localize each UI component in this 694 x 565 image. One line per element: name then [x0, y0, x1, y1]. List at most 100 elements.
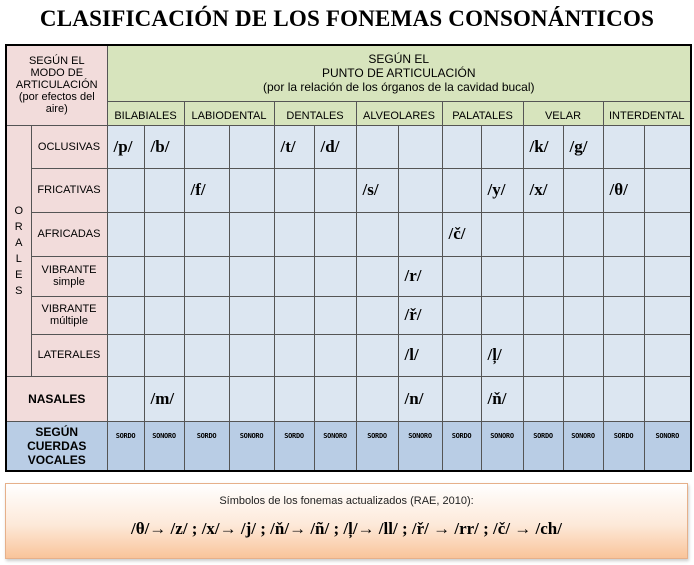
- phoneme-cell: [522, 295, 564, 335]
- place-dentales: DENTALES: [273, 100, 357, 126]
- voicing-cell: SONORO: [643, 420, 692, 472]
- phoneme-cell: [273, 295, 315, 335]
- phoneme-symbol: /d/: [320, 136, 340, 156]
- place-interdental: INTERDENTAL: [602, 100, 692, 126]
- phoneme-cell: [183, 295, 230, 335]
- phoneme-cell: [106, 333, 145, 377]
- phoneme-cell: [522, 375, 564, 422]
- mode-sublabel: simple: [53, 276, 85, 288]
- orales-letter: L: [15, 252, 22, 265]
- phoneme-cell: [106, 167, 145, 213]
- voicing-cell: SONORO: [143, 420, 185, 472]
- phoneme-symbol: /ň/: [487, 388, 507, 408]
- phoneme-cell: [397, 124, 443, 169]
- phoneme-symbol: /p/: [113, 136, 133, 156]
- mode-label-text: LATERALES: [37, 349, 101, 361]
- phoneme-cell: [355, 211, 399, 257]
- phoneme-symbol: /k/: [529, 136, 549, 156]
- phoneme-cell: [643, 295, 692, 335]
- voicing-cell: SONORO: [397, 420, 443, 472]
- voicing-label: SEGÚN CUERDAS VOCALES: [5, 420, 108, 472]
- header-line: MODO DE: [30, 67, 84, 80]
- mode-sublabel: múltiple: [50, 315, 88, 327]
- phoneme-cell: [643, 124, 692, 169]
- mode-label-nasales: NASALES: [5, 375, 108, 422]
- phoneme-cell: [183, 255, 230, 297]
- phoneme-cell: [228, 167, 275, 213]
- phoneme-cell: [228, 124, 275, 169]
- mode-label: VIBRANTE múltiple: [30, 295, 108, 335]
- phoneme-cell: [313, 333, 357, 377]
- orales-letter: E: [15, 268, 23, 281]
- footer-mappings: /θ/→ /z/ ; /x/→ /j/ ; /ň/→ /ñ/ ; /ļ/→ /l…: [130, 519, 562, 538]
- header-line: SEGÚN EL: [28, 55, 85, 68]
- phoneme-symbol: /y/: [487, 180, 506, 199]
- place-labiodental: LABIODENTAL: [183, 100, 275, 126]
- voicing-label-line: VOCALES: [27, 452, 86, 467]
- voicing-cell: SORDO: [441, 420, 482, 472]
- phoneme-cell: /ļ/: [480, 333, 524, 377]
- phoneme-cell: /m/: [143, 375, 185, 422]
- phoneme-cell: [397, 211, 443, 257]
- phoneme-cell: [522, 333, 564, 377]
- voicing-cell: SONORO: [313, 420, 357, 472]
- place-alveolares: ALVEOLARES: [355, 100, 443, 126]
- phoneme-cell: /θ/: [602, 167, 645, 213]
- orales-letter: O: [14, 204, 24, 217]
- phoneme-cell: [643, 255, 692, 297]
- footer-note: Símbolos de los fonemas actualizados (RA…: [5, 483, 688, 559]
- table-row: NASALES/m/ /n/ /ň/: [5, 375, 692, 422]
- mode-label: VIBRANTE simple: [30, 255, 108, 297]
- mode-label-text: VIBRANTE: [41, 303, 97, 315]
- phoneme-cell: [441, 167, 482, 213]
- phoneme-cell: [562, 167, 604, 213]
- phoneme-cell: [643, 333, 692, 377]
- phoneme-symbol: /b/: [150, 136, 170, 156]
- phoneme-cell: [106, 375, 145, 422]
- voicing-cell: SORDO: [355, 420, 399, 472]
- header-line: PUNTO DE ARTICULACIÓN: [321, 66, 476, 81]
- table-row: FRICATIVAS/f/ /s/ /y/ /x/ /θ/: [6, 167, 692, 213]
- phoneme-cell: [355, 124, 399, 169]
- phoneme-cell: [602, 295, 645, 335]
- phoneme-symbol: /f/: [190, 180, 206, 199]
- header-line: (por la relación de los órganos de la ca…: [263, 80, 535, 95]
- phoneme-cell: /p/: [106, 124, 145, 169]
- phoneme-cell: [480, 255, 524, 297]
- phoneme-cell: [143, 211, 185, 257]
- phoneme-cell: [313, 211, 357, 257]
- phoneme-cell: [441, 255, 482, 297]
- phoneme-cell: [562, 211, 604, 257]
- voicing-row: SEGÚN CUERDAS VOCALES SORDO SONORO SORDO SONOR…: [5, 420, 692, 472]
- voicing-cell: SONORO: [480, 420, 524, 472]
- place-velar: VELAR: [522, 100, 604, 126]
- phoneme-cell: /f/: [183, 167, 230, 213]
- phoneme-symbol: /n/: [404, 388, 424, 408]
- phoneme-symbol: /č/: [448, 224, 466, 243]
- phoneme-cell: /k/: [522, 124, 564, 169]
- phoneme-symbol: /l/: [404, 345, 419, 364]
- phoneme-symbol: /g/: [569, 136, 588, 156]
- phoneme-cell: [313, 255, 357, 297]
- phoneme-symbol: /r/: [404, 266, 422, 285]
- phoneme-cell: [106, 295, 145, 335]
- phoneme-symbol: /s/: [362, 180, 379, 199]
- mode-label-text: VIBRANTE: [41, 264, 97, 276]
- header-line: ARTICULACIÓN: [15, 79, 98, 92]
- table-row: LATERALES/l/ /ļ/: [6, 333, 692, 377]
- table-row: O R A L E S OCLUSIVAS/p/ /b/ /t/ /d/ /k/ /g/: [5, 124, 692, 377]
- voicing-cell: SORDO: [273, 420, 315, 472]
- phoneme-cell: /y/: [480, 167, 524, 213]
- phoneme-cell: [273, 333, 315, 377]
- phoneme-cell: [562, 255, 604, 297]
- phoneme-cell: [183, 333, 230, 377]
- header-line: SEGÚN EL: [368, 52, 430, 67]
- phoneme-symbol: /ļ/: [487, 345, 502, 364]
- phoneme-cell: [273, 255, 315, 297]
- phoneme-cell: [355, 255, 399, 297]
- phoneme-cell: [313, 167, 357, 213]
- phoneme-cell: [143, 255, 185, 297]
- phoneme-cell: /s/: [355, 167, 399, 213]
- voicing-cell: SONORO: [228, 420, 275, 472]
- phoneme-cell: /č/: [441, 211, 482, 257]
